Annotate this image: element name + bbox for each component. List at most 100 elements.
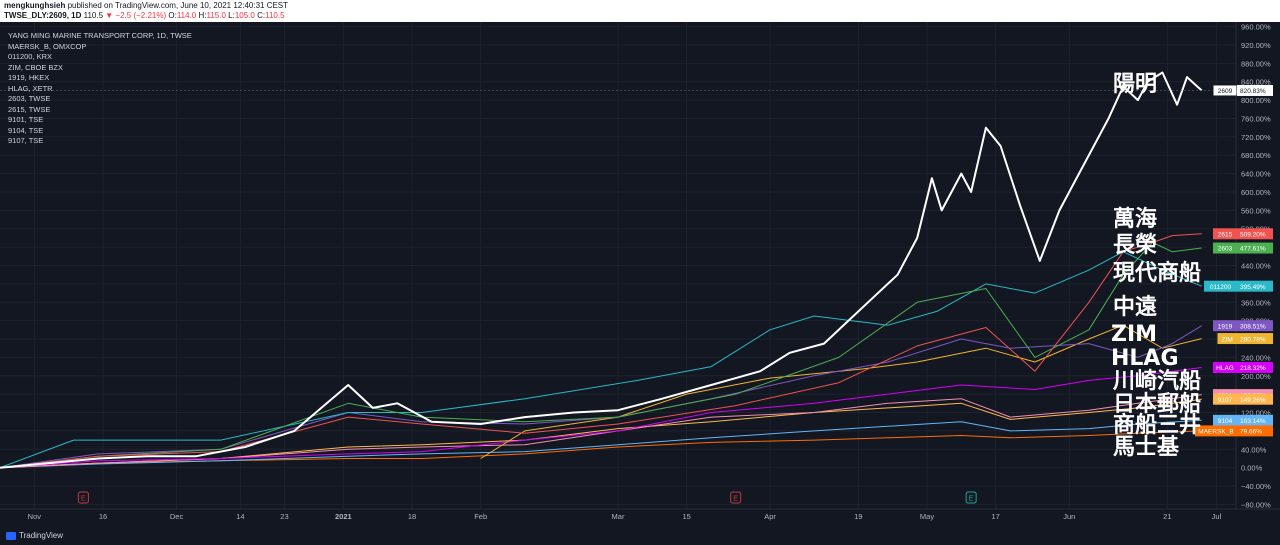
series-name-text: 2603 (1218, 246, 1233, 253)
annotation-wanhai: 萬海 (1113, 207, 1158, 232)
annotation-evergreen: 長榮 (1113, 233, 1158, 258)
series-tag-9107: 9107 149.26% (1213, 393, 1273, 405)
y-tick-label: 920.00% (1241, 41, 1271, 50)
x-tick-label: 18 (408, 512, 416, 521)
x-tick-label: Nov (28, 512, 42, 521)
series-tag-hlag: HLAG 218.32% (1213, 361, 1273, 373)
series-name-text: 2615 (1218, 231, 1233, 238)
x-tick-label: Mar (612, 512, 625, 521)
x-tick-label: 21 (1163, 512, 1171, 521)
comparison-chart[interactable]: 960.00% 920.00% 880.00% 840.00% 800.00% 760.0… (0, 22, 1280, 527)
published-text: published on TradingView.com, June 10, 2… (67, 1, 289, 10)
ohlc-c-label: C: (257, 11, 266, 20)
series-line-9107 (0, 398, 1202, 469)
legend-item[interactable]: 011200, KRX (8, 52, 53, 61)
series-value-text: 308.51% (1240, 323, 1266, 330)
legend-item[interactable]: 2615, TWSE (8, 104, 51, 114)
annotation-hlag: HLAG (1111, 346, 1179, 371)
y-tick-label: 360.00% (1241, 298, 1271, 307)
series-value-text: 509.20% (1240, 231, 1266, 238)
series-value-badge (1237, 414, 1273, 426)
y-tick-label: 560.00% (1241, 206, 1271, 215)
series-value-badge (1237, 320, 1273, 332)
x-tick-label: Jun (1063, 512, 1075, 521)
annotation-kline: 川崎汽船 (1113, 369, 1202, 394)
x-tick-label: Dec (170, 512, 184, 521)
y-tick-label: 880.00% (1241, 59, 1271, 68)
series-value-text: 149.26% (1240, 397, 1266, 404)
annotation-nyk: 日本郵船 (1113, 392, 1202, 417)
series-name-text: MAERSK_B (1198, 429, 1233, 436)
y-tick-label: −40.00% (1241, 482, 1271, 491)
tradingview-logo[interactable]: TradingView (6, 531, 63, 540)
y-tick-label: 200.00% (1241, 372, 1271, 381)
x-tick-label: 16 (99, 512, 107, 521)
ohlc-high: 115.0 (206, 11, 226, 20)
y-tick-label: 440.00% (1241, 262, 1271, 271)
series-value-text: 820.83% (1240, 88, 1266, 95)
earnings-marker (730, 491, 742, 504)
series-line-2603 (0, 242, 1202, 469)
series-value-badge (1237, 361, 1273, 373)
symbol-label: TWSE_DLY:2609, 1D (4, 11, 82, 20)
series-line-2615 (0, 233, 1202, 469)
series-tag-011200: 011200 395.49% (1204, 280, 1273, 292)
ohlc-l-label: L: (228, 11, 235, 20)
series-value-text: 280.78% (1240, 336, 1266, 343)
series-tag-2609: 2609 820.83% (1212, 84, 1273, 97)
ohlc-open: 114.0 (176, 11, 197, 20)
legend-item[interactable]: 9107, TSE (8, 136, 44, 145)
legend-item[interactable]: 9101, TSE (8, 115, 44, 124)
publisher-name[interactable]: mengkunghsieh (4, 1, 66, 10)
series-name-badge (1213, 393, 1237, 405)
legend-item[interactable]: ZIM, CBOE BZX (8, 62, 64, 72)
x-tick-label: 2021 (335, 512, 352, 521)
legend-title: YANG MING MARINE TRANSPORT CORP, 1D, TWS… (8, 31, 192, 40)
legend-item[interactable]: 2603, TWSE (8, 94, 51, 103)
series-line-9104 (0, 419, 1202, 469)
series-line-011200 (0, 251, 1202, 469)
x-tick-label: Apr (764, 512, 776, 521)
tradingview-icon (6, 531, 16, 540)
y-tick-label: 40.00% (1241, 445, 1267, 454)
series-value-text: 103.14% (1240, 418, 1266, 425)
annotation-mol: 商船三井 (1113, 413, 1202, 438)
series-line-1919 (0, 325, 1202, 469)
y-tick-label: 120.00% (1241, 409, 1271, 418)
x-tick-label: 19 (854, 512, 862, 521)
legend-item[interactable]: 9104, TSE (8, 125, 44, 135)
ohlc-h-label: H: (198, 11, 207, 20)
series-name-text: 9107 (1218, 397, 1233, 404)
series-tag-2615: 2615 509.20% (1213, 228, 1273, 240)
earnings-marker (965, 491, 977, 504)
series-line-2609 (0, 71, 1203, 469)
series-name-text: ZIM (1222, 336, 1233, 343)
annotation-maersk: 馬士基 (1113, 435, 1180, 460)
x-tick-label: 23 (280, 512, 288, 521)
series-value-text: 477.61% (1240, 246, 1266, 253)
series-name-badge (1213, 242, 1237, 254)
series-tag-2603: 2603 477.61% (1213, 242, 1273, 254)
x-tick-label: May (920, 512, 934, 521)
earnings-marker-label: E (81, 494, 86, 503)
y-tick-label: 640.00% (1241, 170, 1271, 179)
series-name-badge (1213, 228, 1237, 240)
legend-item[interactable]: 1919, HKEX (8, 73, 50, 82)
series-value-badge (1237, 84, 1273, 96)
series-name-text: 011200 (1210, 284, 1232, 291)
series-name-badge (1204, 280, 1237, 292)
x-tick-label: 15 (682, 512, 690, 521)
symbol-legend: YANG MING MARINE TRANSPORT CORP, 1D, TWS… (8, 31, 192, 147)
series-name-text: 1919 (1218, 323, 1233, 330)
legend-item[interactable]: HLAG, XETR (8, 83, 53, 93)
last-price: 110.5 (83, 11, 104, 20)
series-line-9101 (0, 394, 1202, 469)
legend-item[interactable]: MAERSK_B, OMXCOP (8, 41, 87, 51)
series-value-text: 395.49% (1240, 284, 1266, 291)
series-line-hlag (0, 367, 1202, 469)
series-value-badge (1237, 242, 1273, 254)
series-value-badge (1237, 425, 1273, 437)
series-tag-9104: 9104 103.14% (1213, 414, 1273, 426)
series-line-maersk_b (0, 430, 1202, 469)
ohlc-close: 110.5 (265, 11, 285, 20)
